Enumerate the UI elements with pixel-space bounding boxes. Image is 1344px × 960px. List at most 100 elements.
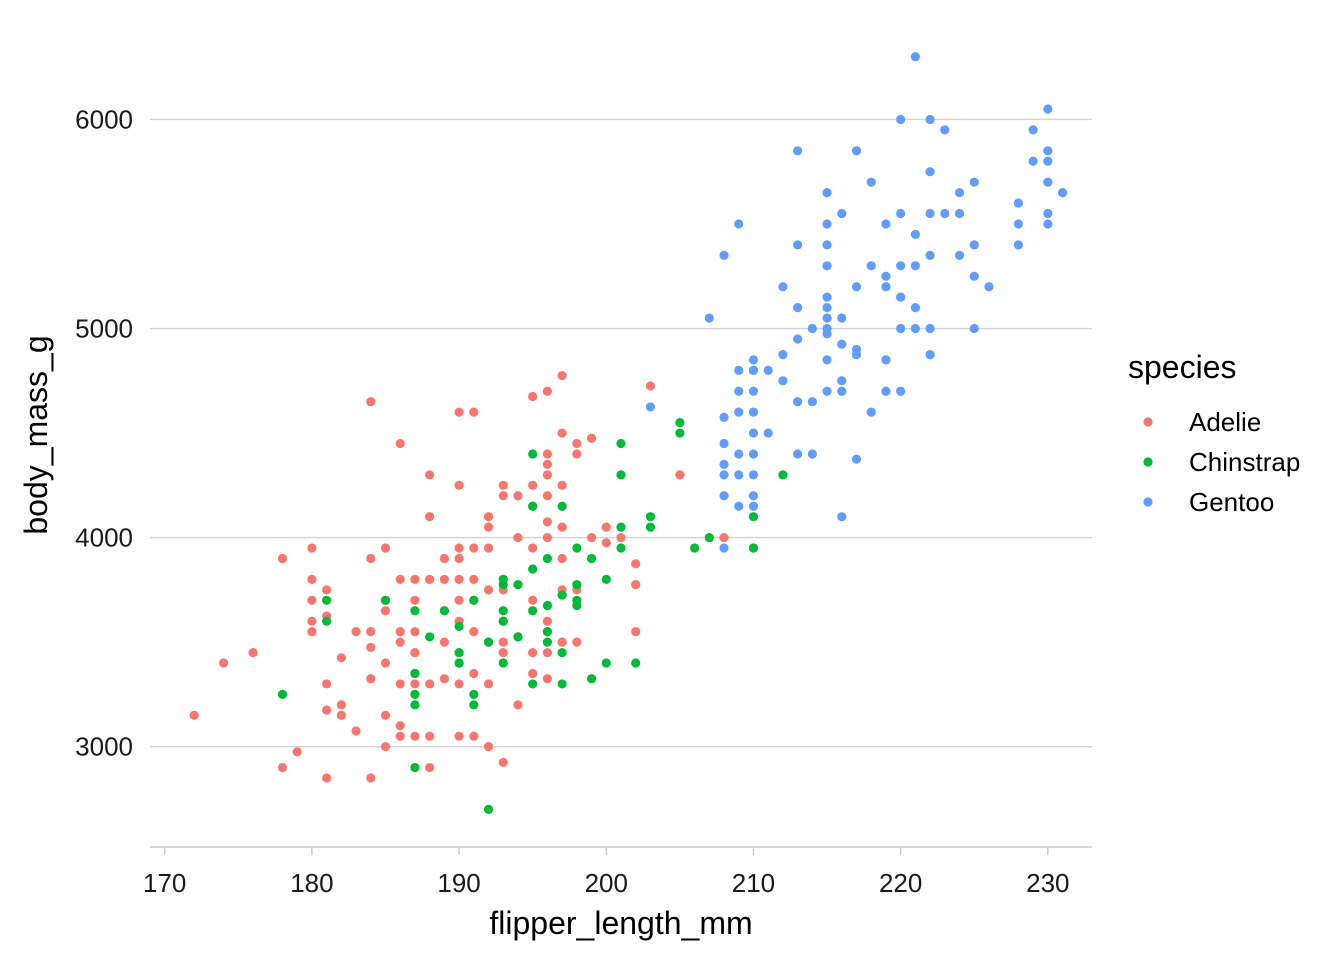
point-gentoo: [822, 329, 832, 339]
point-gentoo: [734, 219, 744, 229]
point-chinstrap: [483, 637, 494, 647]
point-adelie: [542, 470, 553, 480]
point-adelie: [631, 627, 641, 637]
point-gentoo: [925, 250, 935, 260]
x-tick-label: 210: [732, 868, 775, 898]
y-tick-label: 6000: [75, 104, 133, 134]
point-gentoo: [1028, 125, 1038, 135]
point-adelie: [425, 731, 435, 741]
point-gentoo: [1043, 104, 1053, 114]
point-gentoo: [837, 339, 847, 349]
point-gentoo: [1043, 146, 1053, 156]
point-gentoo: [734, 365, 744, 375]
point-gentoo: [940, 208, 950, 219]
point-gentoo: [881, 386, 891, 396]
point-gentoo: [719, 491, 729, 501]
point-gentoo: [719, 470, 729, 480]
point-gentoo: [881, 219, 891, 229]
point-adelie: [454, 679, 464, 689]
point-adelie: [542, 449, 553, 459]
legend-key-gentoo: [1143, 497, 1153, 507]
point-adelie: [513, 491, 523, 501]
point-adelie: [469, 731, 479, 741]
point-adelie: [292, 747, 302, 757]
point-chinstrap: [616, 543, 626, 553]
point-adelie: [572, 449, 582, 459]
point-adelie: [498, 757, 508, 767]
point-adelie: [483, 543, 494, 553]
point-gentoo: [925, 114, 935, 125]
point-chinstrap: [586, 553, 597, 564]
point-gentoo: [1013, 198, 1024, 208]
point-adelie: [616, 532, 626, 543]
point-adelie: [380, 658, 391, 668]
point-adelie: [248, 647, 258, 658]
point-gentoo: [719, 250, 729, 260]
point-adelie: [380, 606, 391, 616]
point-adelie: [277, 553, 288, 564]
point-chinstrap: [616, 470, 626, 480]
point-gentoo: [822, 386, 832, 396]
point-gentoo: [969, 323, 979, 334]
y-tick-label: 5000: [75, 314, 133, 344]
point-gentoo: [954, 188, 965, 198]
point-adelie: [483, 742, 494, 752]
point-adelie: [572, 438, 582, 449]
point-chinstrap: [380, 595, 391, 605]
point-chinstrap: [572, 580, 582, 590]
point-adelie: [322, 679, 332, 689]
point-adelie: [469, 627, 479, 637]
point-gentoo: [896, 114, 906, 125]
legend-key-chinstrap: [1143, 457, 1153, 467]
point-gentoo: [822, 219, 832, 229]
point-gentoo: [734, 407, 744, 417]
point-chinstrap: [616, 438, 626, 449]
point-adelie: [542, 491, 553, 501]
point-adelie: [542, 532, 553, 543]
point-adelie: [557, 480, 567, 490]
point-chinstrap: [542, 553, 553, 564]
data-points: [189, 52, 1068, 814]
point-chinstrap: [498, 658, 508, 668]
point-gentoo: [940, 125, 950, 135]
point-chinstrap: [631, 658, 641, 668]
point-gentoo: [748, 501, 759, 511]
point-chinstrap: [483, 804, 494, 814]
x-tick-labels: 170 180 190 200 210 220 230: [143, 868, 1070, 898]
point-adelie: [572, 637, 582, 647]
point-adelie: [395, 574, 405, 584]
point-adelie: [410, 574, 420, 584]
point-chinstrap: [542, 637, 553, 647]
point-gentoo: [1013, 240, 1024, 250]
point-adelie: [366, 397, 376, 407]
point-adelie: [513, 532, 523, 543]
point-adelie: [322, 705, 332, 715]
point-adelie: [469, 407, 479, 417]
point-gentoo: [793, 334, 803, 344]
point-chinstrap: [542, 600, 553, 611]
point-gentoo: [807, 449, 817, 459]
point-adelie: [425, 762, 435, 773]
point-gentoo: [1057, 188, 1068, 198]
point-chinstrap: [454, 621, 464, 632]
point-gentoo: [793, 449, 803, 459]
point-adelie: [336, 710, 346, 720]
point-adelie: [586, 433, 597, 443]
point-chinstrap: [704, 532, 714, 543]
point-gentoo: [822, 303, 832, 313]
point-adelie: [469, 543, 479, 553]
point-adelie: [483, 522, 494, 532]
point-chinstrap: [410, 700, 420, 710]
point-gentoo: [748, 491, 759, 501]
point-chinstrap: [748, 543, 759, 553]
point-gentoo: [748, 355, 759, 365]
point-chinstrap: [601, 658, 611, 668]
point-adelie: [425, 470, 435, 480]
point-adelie: [454, 480, 464, 490]
point-adelie: [395, 731, 405, 741]
point-gentoo: [896, 386, 906, 396]
point-adelie: [307, 543, 317, 553]
point-gentoo: [822, 313, 832, 323]
point-gentoo: [778, 282, 788, 292]
point-chinstrap: [689, 543, 700, 553]
